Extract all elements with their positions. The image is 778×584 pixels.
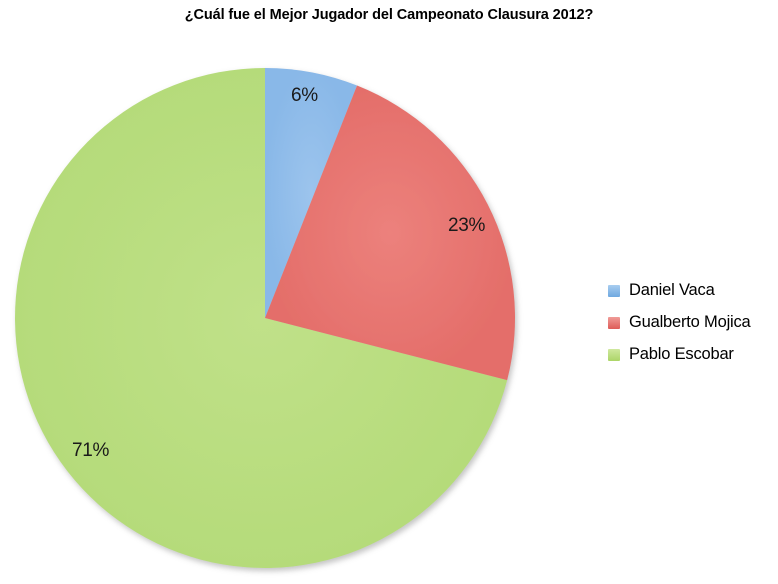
pie-slice-pablo-escobar[interactable]: [15, 68, 508, 569]
pie-slices: [15, 68, 516, 569]
legend-item-label: Daniel Vaca: [629, 280, 715, 299]
legend-item-gualberto-mojica[interactable]: Gualberto Mojica: [608, 306, 778, 338]
pie-slice-gualberto-mojica[interactable]: [265, 85, 516, 381]
legend: Daniel Vaca Gualberto Mojica Pablo Escob…: [608, 274, 778, 370]
pie-label-daniel-vaca: 6%: [291, 85, 318, 106]
legend-item-pablo-escobar[interactable]: Pablo Escobar: [608, 338, 778, 370]
legend-item-label: Gualberto Mojica: [629, 312, 751, 331]
legend-item-label: Pablo Escobar: [629, 344, 734, 363]
legend-swatch-icon: [608, 284, 620, 297]
plot-area: 6% 23% 71%: [15, 68, 516, 569]
pie-label-gualberto-mojica: 23%: [448, 215, 486, 236]
pie-slice-daniel-vaca[interactable]: [265, 68, 358, 318]
chart-title: ¿Cuál fue el Mejor Jugador del Campeonat…: [184, 7, 594, 23]
legend-swatch-icon: [608, 348, 620, 361]
pie-graphic: [15, 68, 516, 569]
legend-item-daniel-vaca[interactable]: Daniel Vaca: [608, 274, 778, 306]
pie-label-pablo-escobar: 71%: [72, 440, 110, 461]
legend-swatch-icon: [608, 316, 620, 329]
